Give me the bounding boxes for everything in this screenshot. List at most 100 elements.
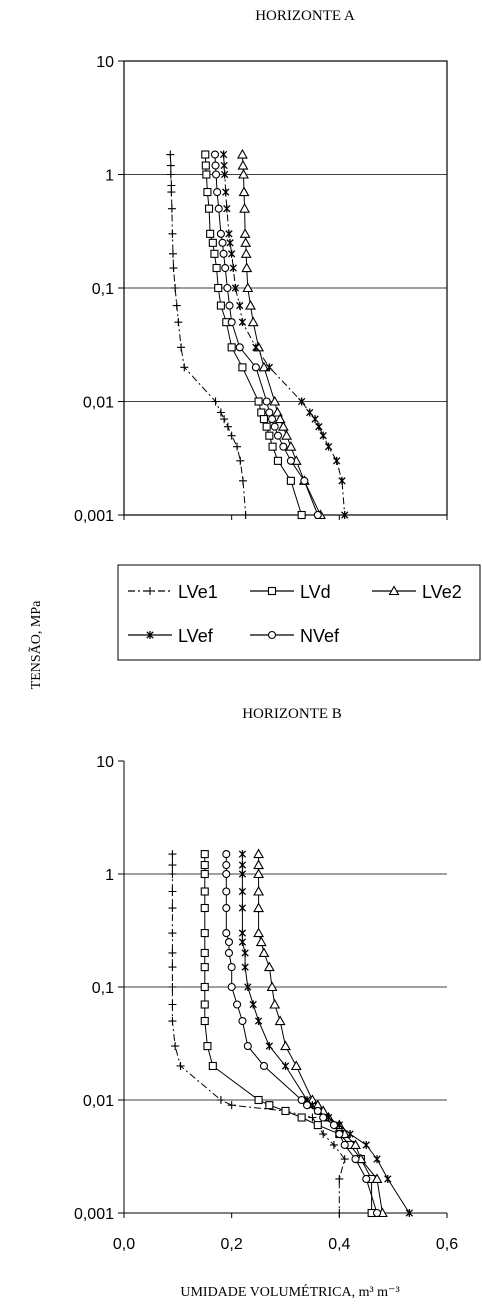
- data-point-LVd: [201, 161, 210, 170]
- data-point-LVe1: [216, 408, 225, 417]
- data-point-LVd: [297, 1113, 306, 1122]
- data-point-LVd: [200, 1000, 209, 1009]
- y-tick-label: 0,001: [74, 1206, 114, 1223]
- data-point-LVe2: [253, 859, 265, 870]
- legend: LVe1 LVd LVe2 LVef NVef: [117, 564, 481, 661]
- y-tick-label: 0,1: [92, 281, 114, 298]
- series-line-LVef: [241, 854, 410, 1214]
- data-point-LVe2: [290, 1060, 302, 1071]
- data-point-NVef: [222, 929, 231, 938]
- data-point-LVe2: [241, 262, 253, 273]
- data-point-LVd: [265, 431, 274, 440]
- data-point-NVef: [238, 1016, 247, 1026]
- data-point-LVe2: [269, 395, 281, 406]
- data-point-LVef: [226, 238, 234, 247]
- data-point-LVd: [238, 363, 247, 372]
- data-point-LVe1: [168, 1000, 177, 1009]
- data-point-LVef: [225, 229, 233, 238]
- data-point-LVd: [313, 1121, 322, 1130]
- data-point-LVd: [265, 1101, 274, 1110]
- data-point-NVef: [286, 456, 295, 465]
- data-point-LVef: [319, 431, 327, 440]
- data-point-LVef: [219, 150, 228, 159]
- data-point-LVd: [200, 887, 209, 896]
- data-point-LVe1: [167, 204, 176, 213]
- y-tick-label: 10: [96, 754, 114, 771]
- data-point-LVd: [214, 283, 223, 293]
- data-point-LVd: [203, 1042, 212, 1051]
- x-tick-label: 0,2: [221, 1236, 243, 1253]
- data-point-LVef: [223, 204, 231, 213]
- data-point-NVef: [210, 150, 220, 159]
- data-point-LVe1: [308, 1113, 317, 1122]
- data-point-LVe2: [240, 248, 252, 258]
- data-point-NVef: [265, 408, 274, 417]
- data-point-LVd: [208, 238, 217, 247]
- data-point-NVef: [219, 249, 228, 258]
- series-line-LVe1: [171, 854, 346, 1213]
- data-point-LVd: [205, 204, 214, 213]
- legend-label: LVd: [300, 582, 331, 602]
- data-point-LVe2: [263, 961, 275, 972]
- data-point-LVe2: [258, 361, 270, 372]
- data-point-LVe1: [319, 1130, 328, 1139]
- data-point-LVe1: [171, 284, 180, 292]
- data-point-NVef: [262, 397, 271, 406]
- data-point-LVef: [241, 948, 249, 957]
- data-point-LVef: [254, 1017, 263, 1026]
- data-point-LVd: [200, 850, 209, 859]
- data-point-LVe1: [168, 229, 177, 238]
- data-point-LVe1: [177, 343, 186, 352]
- data-point-LVe2: [258, 947, 270, 958]
- data-point-NVef: [319, 1113, 328, 1122]
- data-point-LVe1: [168, 983, 177, 991]
- y-axis-label: TENSÃO, MPa: [28, 600, 44, 689]
- legend-entry-LVe1: LVe1: [128, 582, 218, 602]
- data-point-NVef: [222, 869, 231, 879]
- data-point-LVe1: [168, 861, 177, 870]
- legend-entry-LVef: LVef: [128, 626, 214, 646]
- data-point-LVd: [254, 1095, 263, 1105]
- data-point-LVe2: [238, 186, 250, 197]
- data-point-LVef: [228, 249, 236, 258]
- data-point-LVd: [297, 510, 306, 520]
- data-point-NVef: [227, 982, 236, 992]
- data-point-LVe2: [274, 413, 286, 424]
- data-point-LVe2: [350, 1139, 361, 1150]
- data-point-NVef: [335, 1129, 344, 1139]
- data-point-LVe1: [168, 850, 177, 859]
- data-point-LVe2: [253, 902, 265, 913]
- data-point-LVef: [244, 983, 252, 991]
- data-point-NVef: [222, 903, 231, 913]
- data-point-LVe2: [281, 430, 293, 440]
- y-tick-label: 0,01: [83, 395, 114, 412]
- data-point-LVef: [221, 170, 229, 179]
- data-point-LVd: [200, 861, 209, 870]
- legend-marker-LVe1: [146, 587, 154, 595]
- data-point-LVef: [238, 887, 247, 896]
- data-point-NVef: [235, 343, 244, 352]
- y-tick-label: 10: [96, 54, 114, 71]
- data-point-LVef: [231, 284, 240, 292]
- data-point-LVe1: [168, 249, 177, 258]
- data-point-NVef: [224, 948, 234, 958]
- data-point-LVe1: [171, 1042, 180, 1051]
- data-point-NVef: [243, 1042, 252, 1051]
- x-tick-label: 0,4: [328, 1236, 350, 1253]
- data-point-LVef: [341, 511, 349, 519]
- legend-marker-LVe2: [388, 585, 400, 596]
- data-point-LVe1: [168, 963, 177, 972]
- legend-label: LVe2: [422, 582, 462, 602]
- legend-label: LVe1: [178, 582, 218, 602]
- data-point-LVe1: [166, 150, 175, 159]
- data-point-LVe1: [168, 887, 177, 896]
- panel-a-title: HORIZONTE A: [255, 8, 355, 24]
- data-point-LVd: [202, 170, 211, 179]
- data-point-LVe1: [241, 511, 250, 519]
- data-point-LVef: [384, 1174, 392, 1183]
- data-point-NVef: [340, 1140, 349, 1150]
- panel-b-title: HORIZONTE B: [242, 706, 342, 722]
- data-point-LVe2: [274, 1015, 286, 1026]
- data-point-LVef: [238, 929, 247, 938]
- series-LVef: [219, 150, 349, 519]
